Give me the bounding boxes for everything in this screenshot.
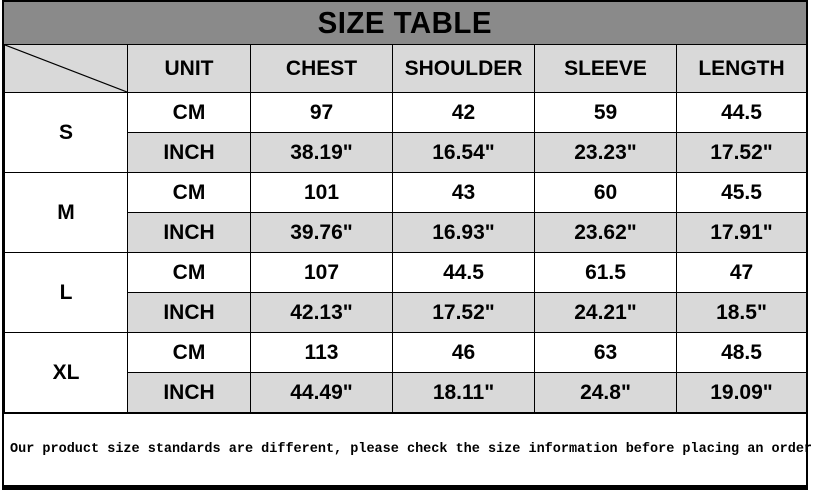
table-row-m-cm: M CM 101 43 60 45.5: [4, 172, 807, 253]
measurement-cell: 63: [534, 332, 677, 373]
measurement-cell: 16.93": [392, 212, 535, 253]
diagonal-line: [5, 45, 127, 92]
table-row-xl-inch: INCH 44.49" 18.11" 24.8" 19.09": [5, 372, 807, 413]
measurement-cell: 44.5: [392, 252, 535, 293]
measurement-cell: 44.49": [250, 372, 393, 413]
unit-cell-cm: CM: [127, 172, 251, 213]
measurement-cell: 17.52": [676, 132, 807, 173]
measurement-cell: 45.5: [676, 172, 807, 213]
column-header-chest: CHEST: [250, 44, 393, 93]
column-header-sleeve: SLEEVE: [534, 44, 677, 93]
measurement-cell: 60: [534, 172, 677, 213]
size-label-m: M: [4, 172, 128, 253]
measurement-cell: 38.19": [250, 132, 393, 173]
unit-cell-inch: INCH: [127, 292, 251, 333]
unit-cell-cm: CM: [127, 92, 251, 133]
measurement-cell: 61.5: [534, 252, 677, 293]
measurement-cell: 19.09": [676, 372, 807, 413]
measurement-cell: 113: [250, 332, 393, 373]
title-band: SIZE TABLE: [4, 2, 806, 44]
measurement-cell: 18.11": [392, 372, 535, 413]
measurement-cell: 16.54": [392, 132, 535, 173]
size-table: UNIT CHEST SHOULDER SLEEVE LENGTH S CM 9…: [4, 44, 807, 413]
measurement-cell: 44.5: [676, 92, 807, 133]
unit-cell-cm: CM: [127, 332, 251, 373]
note-box: Our product size standards are different…: [4, 413, 812, 490]
header-row: UNIT CHEST SHOULDER SLEEVE LENGTH: [4, 44, 807, 93]
measurement-cell: 107: [250, 252, 393, 293]
measurement-cell: 39.76": [250, 212, 393, 253]
measurement-cell: 24.8": [534, 372, 677, 413]
unit-cell-cm: CM: [127, 252, 251, 293]
unit-cell-inch: INCH: [127, 372, 251, 413]
table-row-m-inch: INCH 39.76" 16.93" 23.62" 17.91": [5, 212, 807, 253]
measurement-cell: 23.23": [534, 132, 677, 173]
size-label-xl: XL: [4, 332, 128, 413]
measurement-cell: 17.91": [676, 212, 807, 253]
measurement-cell: 23.62": [534, 212, 677, 253]
table-row-l-inch: INCH 42.13" 17.52" 24.21" 18.5": [5, 292, 807, 333]
measurement-cell: 46: [392, 332, 535, 373]
measurement-cell: 59: [534, 92, 677, 133]
diagonal-cell: [4, 44, 128, 93]
table-row-s-cm: S CM 97 42 59 44.5: [4, 92, 807, 173]
measurement-cell: 24.21": [534, 292, 677, 333]
measurement-cell: 97: [250, 92, 393, 133]
table-row-l-cm: L CM 107 44.5 61.5 47: [4, 252, 807, 333]
column-header-unit: UNIT: [127, 44, 251, 93]
unit-cell-inch: INCH: [127, 132, 251, 173]
measurement-cell: 47: [676, 252, 807, 293]
measurement-cell: 42: [392, 92, 535, 133]
size-label-s: S: [4, 92, 128, 173]
size-label-l: L: [4, 252, 128, 333]
column-header-length: LENGTH: [676, 44, 807, 93]
measurement-cell: 48.5: [676, 332, 807, 373]
unit-cell-inch: INCH: [127, 212, 251, 253]
measurement-cell: 18.5": [676, 292, 807, 333]
measurement-cell: 43: [392, 172, 535, 213]
table-row-xl-cm: XL CM 113 46 63 48.5: [4, 332, 807, 413]
measurement-cell: 101: [250, 172, 393, 213]
page-title: SIZE TABLE: [317, 5, 493, 40]
note-text: Our product size standards are different…: [10, 442, 813, 457]
measurement-cell: 42.13": [250, 292, 393, 333]
measurement-cell: 17.52": [392, 292, 535, 333]
column-header-shoulder: SHOULDER: [392, 44, 535, 93]
table-row-s-inch: INCH 38.19" 16.54" 23.23" 17.52": [5, 132, 807, 173]
